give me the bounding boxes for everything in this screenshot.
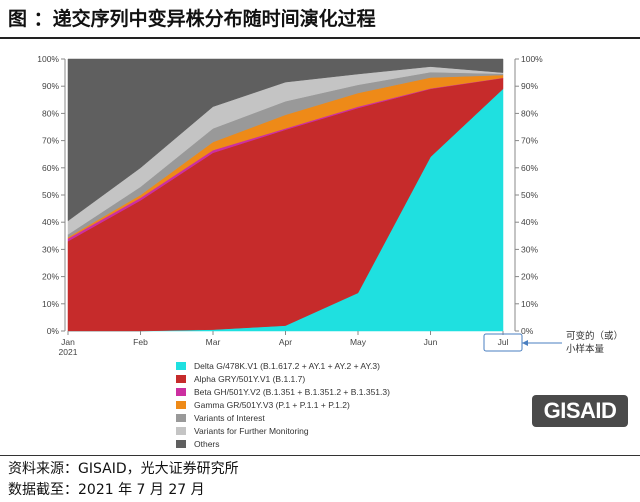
legend-swatch — [176, 387, 186, 396]
y-tick-label-right: 40% — [521, 217, 538, 227]
legend-label: Alpha GRY/501Y.V1 (B.1.1.7) — [194, 373, 306, 384]
legend-swatch — [176, 439, 186, 448]
y-tick-label-left: 60% — [42, 163, 59, 173]
gisaid-logo: GISAID — [532, 395, 628, 427]
area-series-6 — [67, 58, 504, 222]
date-note: 数据截至：2021 年 7 月 27 月 — [8, 482, 205, 498]
y-tick-label-left: 50% — [42, 190, 59, 200]
x-tick-label: Jan — [61, 337, 75, 347]
y-tick-label-left: 70% — [42, 136, 59, 146]
arrow-head-icon — [522, 340, 528, 346]
x-tick-label: Apr — [279, 337, 292, 347]
legend-label: Gamma GR/501Y.V3 (P.1 + P.1.1 + P.1.2) — [194, 399, 350, 410]
y-tick-label-right: 10% — [521, 299, 538, 309]
legend-item: Delta G/478K.V1 (B.1.617.2 + AY.1 + AY.2… — [176, 359, 390, 372]
legend-label: Variants for Further Monitoring — [194, 425, 309, 436]
legend-item: Others — [176, 437, 390, 450]
legend-item: Variants for Further Monitoring — [176, 424, 390, 437]
small-sample-note: 可变的（或）小样本量 — [566, 331, 624, 355]
chart-legend: Delta G/478K.V1 (B.1.617.2 + AY.1 + AY.2… — [176, 359, 390, 450]
y-tick-label-right: 90% — [521, 81, 538, 91]
legend-swatch — [176, 400, 186, 409]
legend-label: Beta GH/501Y.V2 (B.1.351 + B.1.351.2 + B… — [194, 386, 390, 397]
y-tick-label-left: 100% — [37, 54, 59, 64]
title-divider — [0, 37, 640, 39]
legend-item: Beta GH/501Y.V2 (B.1.351 + B.1.351.2 + B… — [176, 385, 390, 398]
legend-item: Alpha GRY/501Y.V1 (B.1.1.7) — [176, 372, 390, 385]
legend-swatch — [176, 426, 186, 435]
x-tick-label: Jul — [498, 337, 509, 347]
chart-title: 图 ：递交序列中变异株分布随时间演化过程 — [8, 8, 376, 30]
source-note: 资料来源：GISAID，光大证券研究所 — [8, 461, 239, 477]
x-tick-label: Feb — [133, 337, 148, 347]
legend-label: Variants of Interest — [194, 412, 265, 423]
legend-swatch — [176, 374, 186, 383]
legend-item: Gamma GR/501Y.V3 (P.1 + P.1.1 + P.1.2) — [176, 398, 390, 411]
legend-label: Others — [194, 438, 220, 449]
x-tick-label: Mar — [206, 337, 221, 347]
y-tick-label-right: 60% — [521, 163, 538, 173]
y-tick-label-right: 0% — [521, 326, 534, 336]
y-tick-label-right: 50% — [521, 190, 538, 200]
y-tick-label-right: 70% — [521, 136, 538, 146]
y-tick-label-left: 80% — [42, 108, 59, 118]
y-tick-label-left: 20% — [42, 272, 59, 282]
y-tick-label-right: 80% — [521, 108, 538, 118]
y-tick-label-right: 100% — [521, 54, 543, 64]
legend-label: Delta G/478K.V1 (B.1.617.2 + AY.1 + AY.2… — [194, 360, 380, 371]
y-tick-label-left: 90% — [42, 81, 59, 91]
footer-divider — [0, 455, 640, 456]
x-tick-sublabel: 2021 — [59, 347, 78, 357]
y-tick-label-left: 0% — [47, 326, 60, 336]
x-tick-label: Jun — [424, 337, 438, 347]
y-tick-label-left: 40% — [42, 217, 59, 227]
legend-swatch — [176, 413, 186, 422]
y-tick-label-right: 30% — [521, 244, 538, 254]
y-tick-label-left: 10% — [42, 299, 59, 309]
x-tick-label: May — [350, 337, 367, 347]
legend-swatch — [176, 361, 186, 370]
y-tick-label-right: 20% — [521, 272, 538, 282]
stacked-area-chart: 0% 0% 10% 10% 20% 20% 30% 30% 40% 40% 50% 50% 60% 60%… — [37, 54, 562, 357]
legend-item: Variants of Interest — [176, 411, 390, 424]
y-tick-label-left: 30% — [42, 244, 59, 254]
